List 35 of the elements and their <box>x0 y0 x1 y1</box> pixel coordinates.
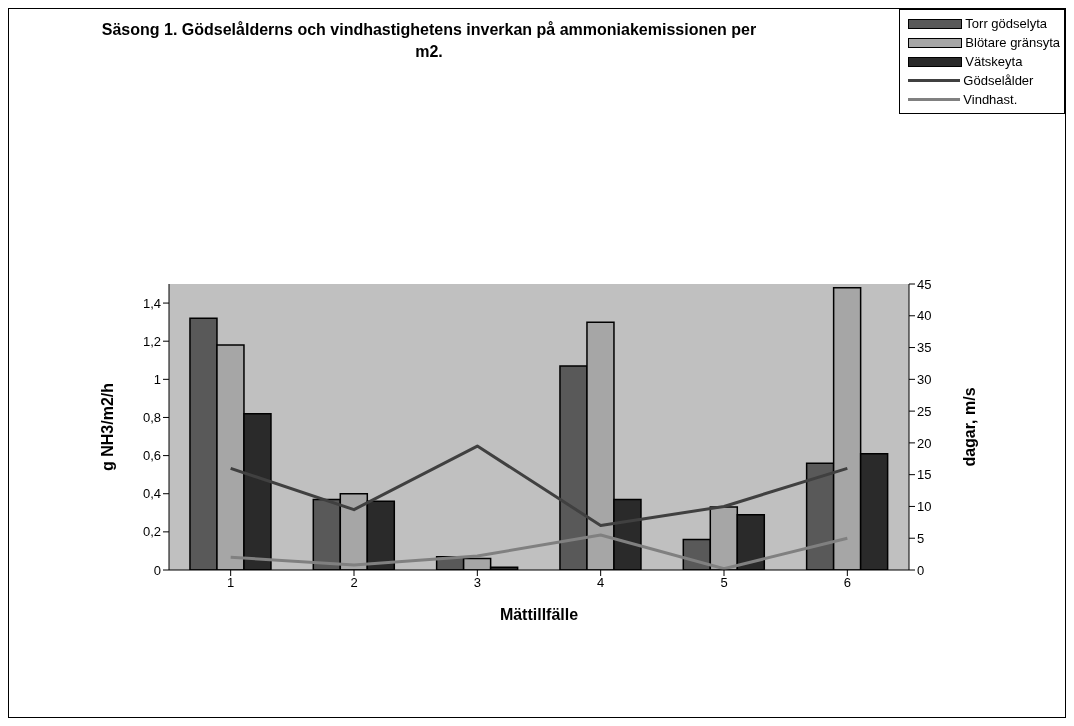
y2-tick-label: 20 <box>917 435 932 451</box>
x-axis-title: Mättillfälle <box>499 606 579 623</box>
y-tick-label: 0,6 <box>142 448 161 464</box>
y-tick-label: 1,4 <box>142 295 161 311</box>
y2-tick-label: 35 <box>917 340 932 356</box>
y2-tick-label: 30 <box>917 371 932 387</box>
x-tick-label: 4 <box>597 575 605 591</box>
y2-tick-label: 15 <box>917 467 932 483</box>
legend-label: Gödselålder <box>962 72 1035 90</box>
x-tick-label: 1 <box>227 575 235 591</box>
x-tick-label: 5 <box>720 575 728 591</box>
y-tick-label: 0 <box>153 562 161 578</box>
line-series <box>229 533 849 570</box>
y-tick-label: 1 <box>153 371 161 387</box>
y2-tick-label: 5 <box>917 530 925 546</box>
x-tick-label: 2 <box>350 575 358 591</box>
y-tick-label: 0,2 <box>142 524 161 540</box>
y-tick-label: 1,2 <box>142 333 161 349</box>
x-tick-label: 6 <box>843 575 851 591</box>
y2-tick-label: 45 <box>917 276 932 292</box>
legend-label: Blötare gränsyta <box>964 34 1060 52</box>
y2-tick-label: 10 <box>917 499 932 515</box>
line-series <box>229 444 849 528</box>
legend-label: Vätskeyta <box>964 53 1024 71</box>
x-tick-label: 3 <box>473 575 481 591</box>
legend-label: Torr gödselyta <box>964 15 1048 33</box>
y2-tick-label: 25 <box>917 403 932 419</box>
y2-tick-label: 40 <box>917 308 932 324</box>
legend-label: Vindhast. <box>962 91 1019 109</box>
y-tick-label: 0,8 <box>142 410 161 426</box>
y2-tick-label: 0 <box>917 562 925 578</box>
y-axis-title: g NH3/m2/h <box>98 382 116 472</box>
y-tick-label: 0,4 <box>142 486 161 502</box>
y2-axis-title: dagar, m/s <box>960 387 978 467</box>
chart-title: Säsong 1. Gödselålderns och vindhastighetens inverkan på ammoniakemissionen per m2. <box>100 20 758 62</box>
